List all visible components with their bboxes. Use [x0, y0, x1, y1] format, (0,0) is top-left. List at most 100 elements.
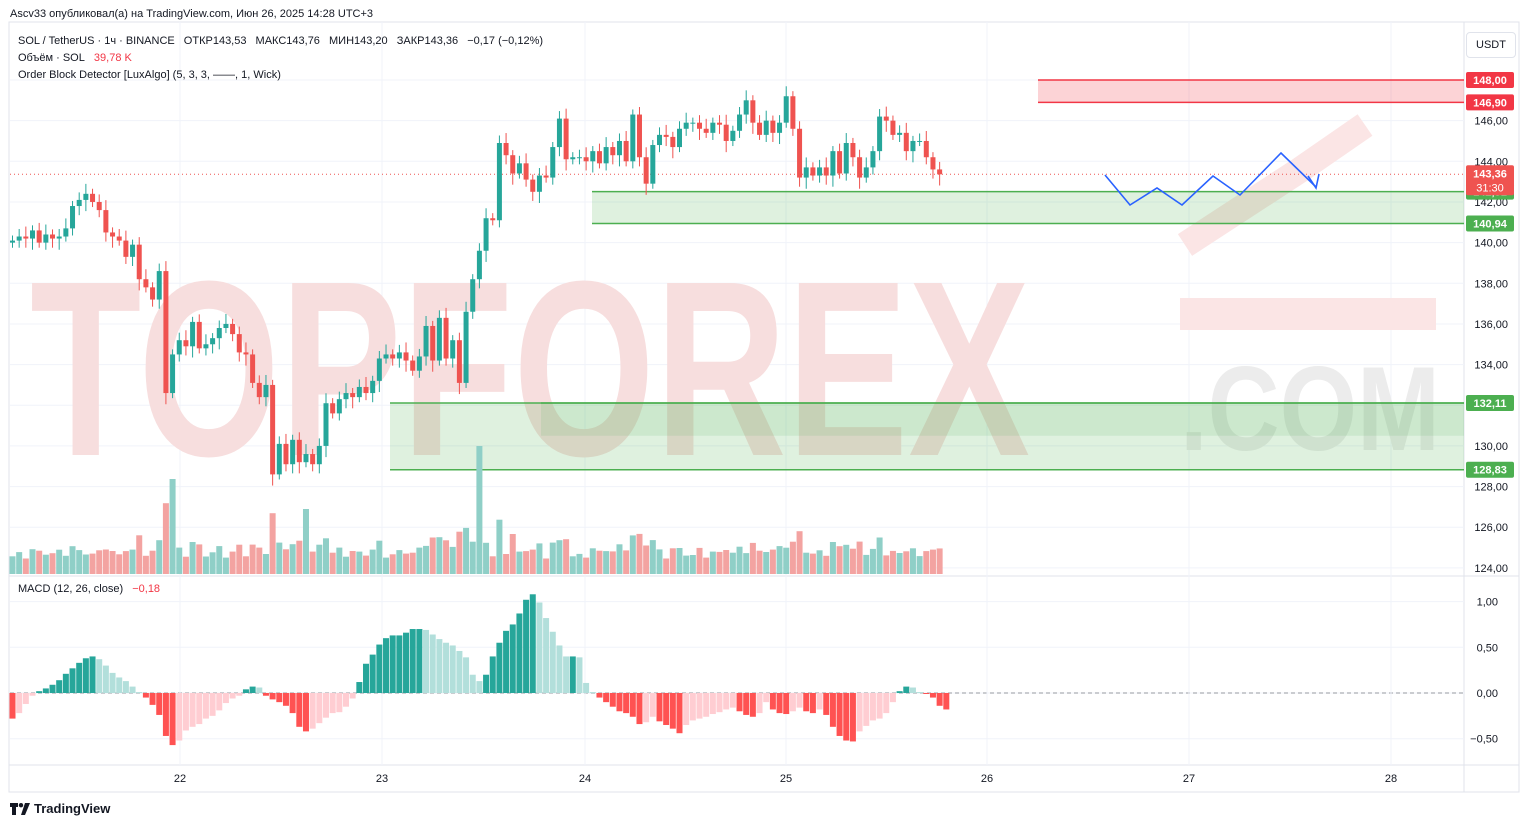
volume-bar [836, 546, 843, 574]
candle-body [296, 439, 302, 463]
volume-bar [563, 539, 570, 574]
macd-bar [176, 693, 183, 741]
volume-bar [923, 551, 930, 574]
volume-bar [796, 531, 803, 574]
candle-body [56, 236, 62, 239]
volume-bar [869, 548, 876, 574]
macd-bar [296, 693, 303, 727]
macd-bar [489, 656, 496, 693]
candle-body [710, 122, 716, 133]
volume-bar [49, 553, 56, 574]
macd-bar [169, 693, 176, 746]
macd-bar [589, 692, 596, 694]
candle-body [16, 236, 22, 241]
candle-body [730, 130, 736, 141]
time-tick-label: 24 [579, 773, 591, 785]
macd-bar [863, 693, 870, 726]
macd-bar [676, 693, 683, 734]
volume-bar [823, 555, 830, 574]
macd-bar [576, 657, 583, 693]
candle-body [250, 354, 256, 383]
candle-body [83, 193, 89, 200]
grid [8, 21, 1520, 793]
price-tick-label: 136,00 [1474, 319, 1508, 331]
macd-bar [449, 645, 456, 693]
price-tick-label: 146,00 [1474, 116, 1508, 128]
volume-bar [296, 540, 303, 574]
candle-body [470, 279, 476, 312]
volume-bar [416, 547, 423, 574]
macd-bar [716, 693, 723, 713]
macd-bar [429, 634, 436, 693]
macd-bar [743, 693, 750, 715]
candle-body [156, 271, 162, 300]
candle-body [550, 147, 556, 178]
order-block-price-label: 148,00 [1473, 75, 1507, 87]
macd-tick-label: 0,50 [1477, 642, 1498, 654]
volume-bars [9, 446, 943, 574]
macd-bar [556, 645, 563, 693]
macd-bar [543, 618, 550, 693]
footer-brand[interactable]: TradingView [10, 801, 110, 816]
candle-body [683, 122, 689, 129]
macd-bar [29, 693, 36, 696]
order-block-price-tag [1466, 71, 1514, 88]
macd-bar [409, 629, 416, 693]
watermark-bar [1180, 298, 1436, 330]
indicator-label: Order Block Detector [LuxAlgo] (5, 3, 3,… [18, 69, 281, 81]
indicator-legend[interactable]: Order Block Detector [LuxAlgo] (5, 3, 3,… [18, 69, 287, 81]
macd-bar [509, 624, 516, 693]
macd-bar [436, 639, 443, 693]
macd-bar [376, 644, 383, 693]
volume-bar [176, 547, 183, 574]
macd-bar [569, 656, 576, 693]
time-tick-label: 26 [981, 773, 993, 785]
currency-button[interactable]: USDT [1466, 32, 1516, 58]
symbol-legend[interactable]: SOL / TetherUS · 1ч · BINANCE ОТКР143,53… [18, 35, 549, 47]
volume-bar [403, 553, 410, 574]
volume-label: Объём · SOL [18, 52, 85, 64]
volume-bar [656, 549, 663, 574]
candle-body [523, 163, 529, 180]
macd-bar [162, 693, 169, 736]
volume-bar [669, 548, 676, 574]
price-tick-label: 124,00 [1474, 563, 1508, 575]
volume-legend[interactable]: Объём · SOL 39,78 K [18, 52, 138, 64]
candle-body [670, 136, 676, 148]
volume-bar [289, 544, 296, 574]
candle-body [576, 157, 582, 159]
volume-bar [162, 503, 169, 574]
macd-bar [122, 681, 129, 693]
volume-bar [322, 538, 329, 574]
macd-bar [316, 693, 323, 724]
macd-bar [156, 693, 163, 715]
candle-body [23, 236, 29, 239]
macd-bar [403, 632, 410, 693]
volume-bar [89, 553, 96, 574]
macd-legend[interactable]: MACD (12, 26, close) −0,18 [18, 583, 166, 595]
macd-bar [389, 635, 396, 693]
last-price-label: 143,36 [1473, 168, 1507, 180]
macd-bar [563, 656, 570, 693]
macd-bar [503, 630, 510, 693]
macd-bar [809, 693, 816, 714]
macd-bar [142, 693, 149, 698]
candle-body [196, 321, 202, 349]
volume-bar [116, 554, 123, 574]
macd-bar [469, 674, 476, 693]
candle-body [363, 386, 369, 394]
volume-bar [262, 554, 269, 574]
macd-bar [49, 684, 56, 693]
candle-body [36, 230, 42, 243]
volume-bar [396, 550, 403, 574]
macd-bar [56, 680, 63, 693]
candle-body [370, 380, 376, 394]
macd-bar [529, 594, 536, 693]
macd-bar [309, 693, 316, 729]
candle-body [176, 340, 182, 355]
macd-bar [322, 693, 329, 718]
candle-body [783, 96, 789, 123]
macd-bar [196, 693, 203, 725]
volume-bar [182, 556, 189, 574]
